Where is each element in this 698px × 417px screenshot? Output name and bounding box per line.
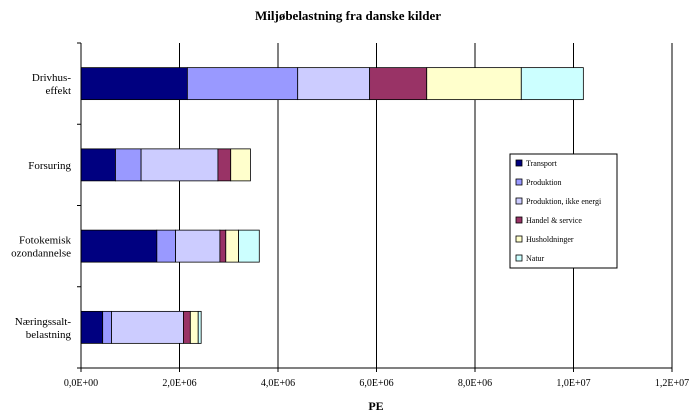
legend-label: Husholdninger xyxy=(526,235,574,244)
bar-segment xyxy=(230,148,251,182)
bar-segment xyxy=(140,148,219,182)
category-label: effekt xyxy=(46,85,71,97)
x-tick-labels: 0,0E+00 2,0E+06 4,0E+06 6,0E+06 8,0E+06 1,0E+… xyxy=(64,368,689,389)
category-label: ozondannelse xyxy=(11,248,71,260)
bar-segment xyxy=(175,229,221,263)
x-tick-label: 0,0E+00 xyxy=(64,378,98,389)
bar-segment xyxy=(225,229,239,263)
category-label: Forsuring xyxy=(28,160,71,172)
bars xyxy=(80,67,584,344)
category-label: Fotokemisk xyxy=(19,235,71,247)
legend-swatch xyxy=(515,216,523,224)
x-tick-label: 6,0E+06 xyxy=(359,378,393,389)
bar-segment xyxy=(219,229,227,263)
category-label: Næringssalt- xyxy=(15,316,72,328)
category-labels: Drivhus-effekt Forsuring Fotokemiskozondan… xyxy=(11,42,81,369)
bar-segment xyxy=(111,310,184,344)
x-tick-label: 2,0E+06 xyxy=(162,378,196,389)
bar-segment xyxy=(197,310,202,344)
legend-swatch xyxy=(515,178,523,186)
x-tick-label: 1,2E+07 xyxy=(655,378,689,389)
bar-segment xyxy=(238,229,260,263)
legend-label: Natur xyxy=(526,254,545,263)
chart-title: Miljøbelastning fra danske kilder xyxy=(255,8,441,23)
legend-swatch xyxy=(515,254,523,262)
category-label: Drivhus- xyxy=(32,72,71,84)
bar-segment xyxy=(80,229,158,263)
x-tick-label: 8,0E+06 xyxy=(458,378,492,389)
legend: Transport Produktion Produktion, ikke ener… xyxy=(509,153,618,269)
bar-segment xyxy=(80,67,188,101)
bar-segment xyxy=(156,229,176,263)
x-tick-label: 1,0E+07 xyxy=(556,378,590,389)
bar-segment xyxy=(186,67,299,101)
bar-segment xyxy=(520,67,584,101)
legend-label: Produktion xyxy=(526,178,562,187)
legend-label: Produktion, ikke energi xyxy=(526,197,602,206)
x-axis-label: PE xyxy=(368,399,383,413)
legend-swatch xyxy=(515,197,523,205)
bar-segment xyxy=(297,67,371,101)
legend-swatch xyxy=(515,159,523,167)
legend-label: Transport xyxy=(526,159,558,168)
bar-segment xyxy=(80,148,116,182)
bar-segment xyxy=(369,67,428,101)
bar-segment xyxy=(115,148,142,182)
category-label: belastning xyxy=(26,329,72,341)
bar-segment xyxy=(183,310,191,344)
x-tick-label: 4,0E+06 xyxy=(261,378,295,389)
bar-segment xyxy=(102,310,112,344)
legend-box xyxy=(509,153,618,269)
bar-segment xyxy=(217,148,232,182)
bar-segment xyxy=(80,310,104,344)
legend-swatch xyxy=(515,235,523,243)
bar-segment xyxy=(426,67,522,101)
bar-segment xyxy=(189,310,199,344)
legend-label: Handel & service xyxy=(526,216,582,225)
